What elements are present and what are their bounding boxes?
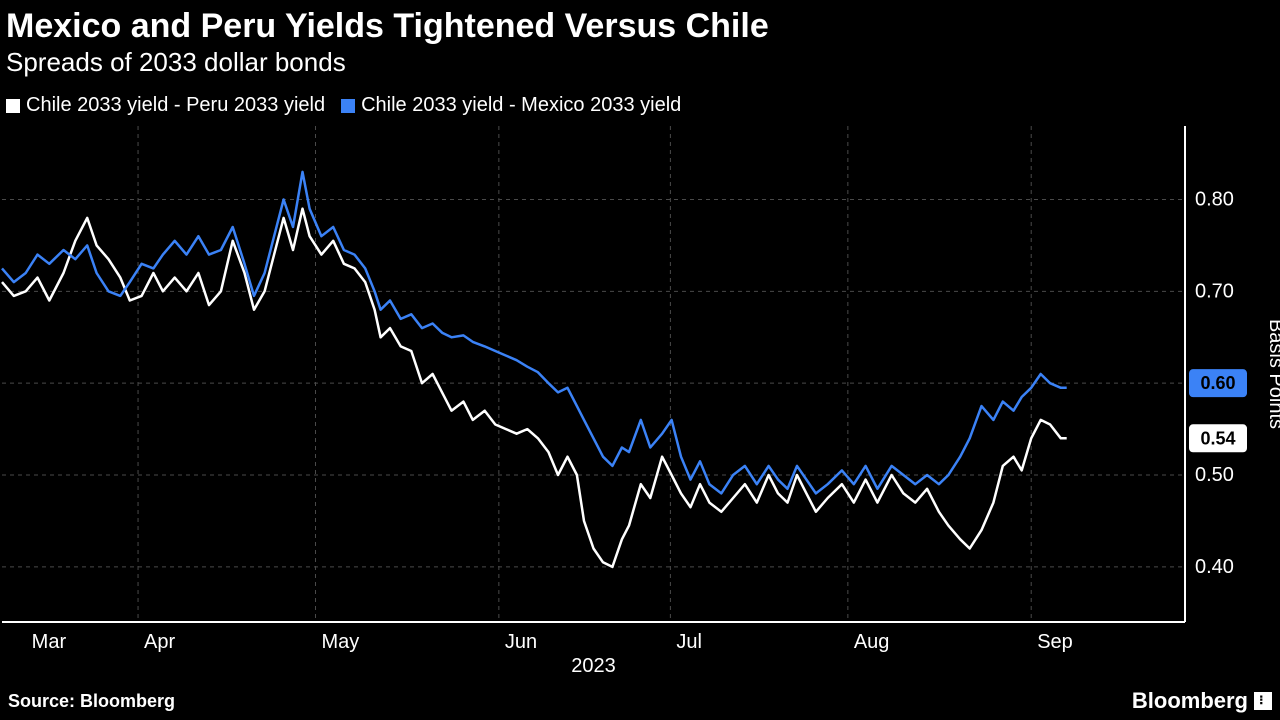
svg-text:0.50: 0.50 (1195, 464, 1234, 486)
svg-text:0.60: 0.60 (1200, 373, 1235, 393)
svg-text:May: May (321, 631, 359, 653)
svg-text:Basis Points: Basis Points (1265, 319, 1280, 429)
chart-footer: Source: Bloomberg Bloomberg ⠇ (0, 682, 1280, 720)
svg-text:Jul: Jul (676, 631, 702, 653)
chart-legend: Chile 2033 yield - Peru 2033 yield Chile… (0, 78, 1280, 117)
svg-text:0.54: 0.54 (1200, 428, 1235, 448)
brand-label: Bloomberg ⠇ (1132, 688, 1272, 714)
legend-label-mexico: Chile 2033 yield - Mexico 2033 yield (361, 94, 681, 117)
legend-item-mexico: Chile 2033 yield - Mexico 2033 yield (341, 94, 681, 117)
legend-label-peru: Chile 2033 yield - Peru 2033 yield (26, 94, 325, 117)
legend-swatch-peru (6, 99, 20, 113)
svg-text:Apr: Apr (144, 631, 175, 653)
chart-subtitle: Spreads of 2033 dollar bonds (0, 45, 1280, 78)
svg-text:Jun: Jun (505, 631, 537, 653)
svg-text:Sep: Sep (1037, 631, 1073, 653)
legend-swatch-mexico (341, 99, 355, 113)
svg-text:Aug: Aug (854, 631, 890, 653)
chart-plot-area: 0.40 0.50 0.60 0.70 0.80 Mar Apr May Jun Jul Aug Se… (0, 122, 1280, 678)
svg-text:0.70: 0.70 (1195, 280, 1234, 302)
svg-text:2023: 2023 (571, 655, 616, 677)
brand-logo-icon: ⠇ (1254, 692, 1272, 710)
source-label: Source: Bloomberg (8, 691, 175, 712)
svg-text:0.80: 0.80 (1195, 188, 1234, 210)
chart-svg: 0.40 0.50 0.60 0.70 0.80 Mar Apr May Jun Jul Aug Se… (0, 122, 1280, 678)
svg-text:Mar: Mar (32, 631, 67, 653)
chart-title: Mexico and Peru Yields Tightened Versus … (0, 0, 1280, 45)
brand-text: Bloomberg (1132, 688, 1248, 714)
legend-item-peru: Chile 2033 yield - Peru 2033 yield (6, 94, 325, 117)
svg-text:0.40: 0.40 (1195, 556, 1234, 578)
chart-container: Mexico and Peru Yields Tightened Versus … (0, 0, 1280, 720)
